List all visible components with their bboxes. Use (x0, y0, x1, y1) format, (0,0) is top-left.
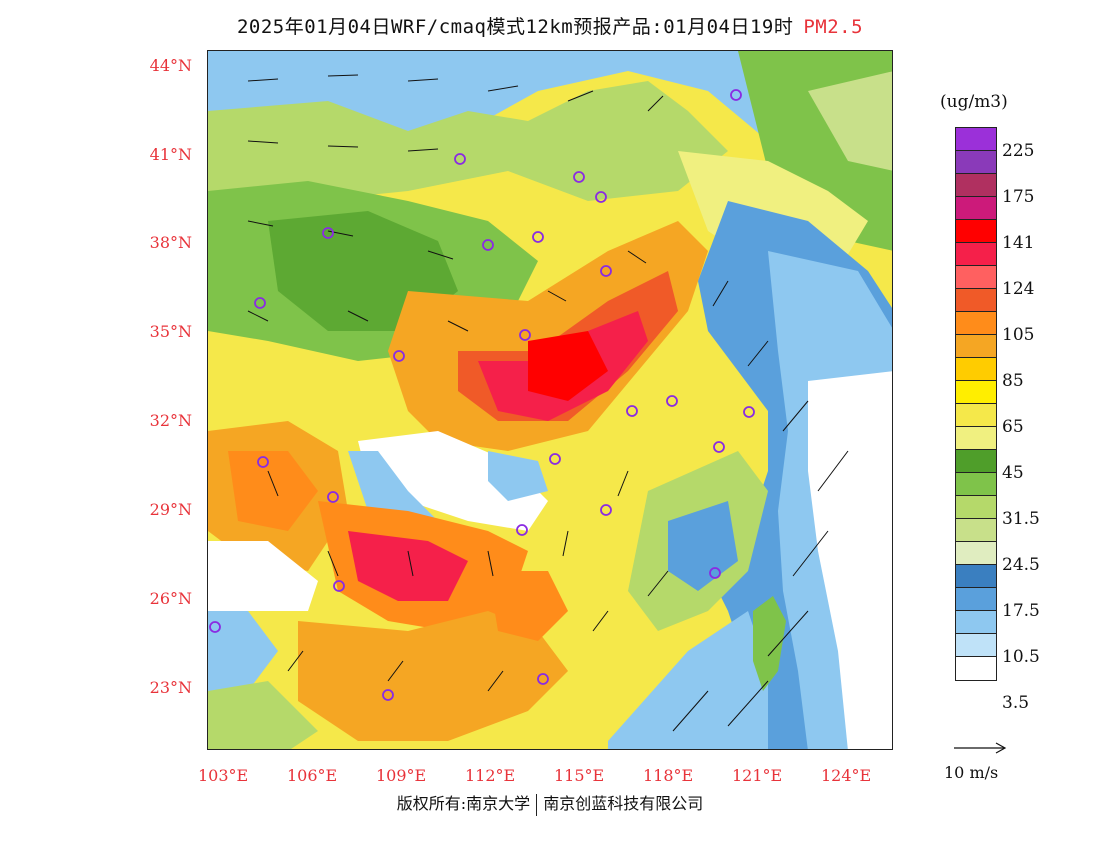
legend-label: 3.5 (1002, 693, 1030, 713)
legend-color-box (956, 542, 996, 565)
lon-label-124: 124°E (821, 766, 872, 785)
lon-label-121: 121°E (732, 766, 783, 785)
legend-label: 105 (1002, 325, 1035, 345)
legend-color-box (956, 197, 996, 220)
lon-label-106: 106°E (287, 766, 338, 785)
lon-label-115: 115°E (554, 766, 605, 785)
legend-color-box (956, 220, 996, 243)
copyright-left: 版权所有:南京大学 (396, 794, 531, 813)
legend-label: 175 (1002, 187, 1035, 207)
legend-color-box (956, 657, 996, 680)
wind-reference-arrow-icon (954, 742, 1007, 754)
legend-color-box (956, 151, 996, 174)
lon-label-103: 103°E (198, 766, 249, 785)
legend-color-box (956, 588, 996, 611)
legend-color-box (956, 289, 996, 312)
legend-label: 141 (1002, 233, 1035, 253)
lat-label-44: 44°N (149, 56, 192, 75)
map-canvas (208, 51, 892, 749)
legend-label: 225 (1002, 141, 1035, 161)
legend-color-box (956, 381, 996, 404)
color-legend (955, 127, 997, 681)
copyright: 版权所有:南京大学 南京创蓝科技有限公司 (0, 790, 1100, 816)
lat-label-23: 23°N (149, 678, 192, 697)
lat-label-41: 41°N (149, 145, 192, 164)
legend-label: 17.5 (1002, 601, 1040, 621)
divider (536, 793, 538, 816)
lat-label-29: 29°N (149, 500, 192, 519)
legend-color-box (956, 335, 996, 358)
legend-color-box (956, 174, 996, 197)
pm25-concentration-map (207, 50, 893, 750)
legend-color-box (956, 427, 996, 450)
lat-label-26: 26°N (149, 589, 192, 608)
legend-color-box (956, 519, 996, 542)
legend-color-box (956, 266, 996, 289)
legend-color-box (956, 128, 996, 151)
lat-label-32: 32°N (149, 411, 192, 430)
legend-label: 24.5 (1002, 555, 1040, 575)
lon-label-109: 109°E (376, 766, 427, 785)
lon-label-112: 112°E (465, 766, 516, 785)
legend-color-box (956, 404, 996, 427)
legend-label: 85 (1002, 371, 1024, 391)
legend-label: 124 (1002, 279, 1035, 299)
pollutant-label: PM2.5 (803, 16, 864, 38)
copyright-right: 南京创蓝科技有限公司 (543, 794, 704, 813)
lat-label-38: 38°N (149, 233, 192, 252)
legend-color-box (956, 450, 996, 473)
title-text: 2025年01月04日WRF/cmaq模式12km预报产品:01月04日19时 (236, 16, 794, 38)
legend-unit: (ug/m3) (940, 92, 1008, 112)
legend-color-box (956, 565, 996, 588)
legend-label: 65 (1002, 417, 1024, 437)
legend-color-box (956, 473, 996, 496)
legend-label: 31.5 (1002, 509, 1040, 529)
wind-reference-label: 10 m/s (944, 763, 999, 782)
legend-color-box (956, 611, 996, 634)
legend-color-box (956, 243, 996, 266)
legend-label: 45 (1002, 463, 1024, 483)
legend-color-box (956, 634, 996, 657)
map-title: 2025年01月04日WRF/cmaq模式12km预报产品:01月04日19时 P… (0, 12, 1100, 39)
legend-color-box (956, 312, 996, 335)
legend-label: 10.5 (1002, 647, 1040, 667)
lon-label-118: 118°E (643, 766, 694, 785)
legend-color-box (956, 496, 996, 519)
legend-color-box (956, 358, 996, 381)
lat-label-35: 35°N (149, 322, 192, 341)
